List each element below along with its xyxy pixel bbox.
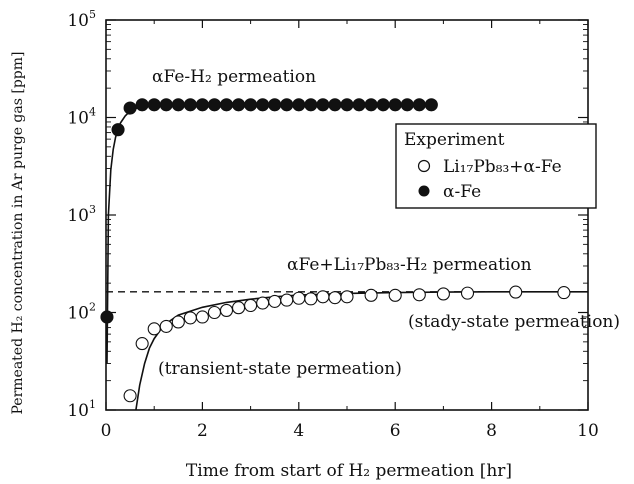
y-axis-label: Permeated H₂ concentration in Ar purge g… — [10, 52, 26, 415]
data-point-fe — [100, 310, 114, 324]
data-point-fe — [316, 98, 330, 112]
data-point-fe — [219, 98, 234, 112]
data-point-fe — [111, 123, 125, 137]
data-point-fe — [183, 98, 197, 112]
annotation-steady-state: (stady-state permeation) — [408, 312, 620, 332]
data-point-fe — [364, 98, 378, 112]
data-point-lipb-fe — [123, 389, 137, 403]
data-point-lipb-fe — [195, 310, 209, 324]
data-point-lipb-fe — [135, 337, 149, 351]
legend-title: Experiment — [404, 130, 505, 150]
data-point-lipb-fe — [316, 290, 330, 304]
legend-marker-open — [417, 159, 431, 173]
legend: Experiment Li₁₇Pb₈₃+α-Fe α-Fe — [395, 123, 597, 209]
data-point-lipb-fe — [460, 286, 475, 300]
x-tick-label: 0 — [101, 421, 112, 441]
annotation-lipb-permeation: αFe+Li₁₇Pb₈₃-H₂ permeation — [287, 255, 532, 275]
data-point-lipb-fe — [244, 298, 258, 313]
data-point-lipb-fe — [207, 305, 221, 320]
legend-label-lipb-fe: Li₁₇Pb₈₃+α-Fe — [443, 157, 562, 177]
data-point-lipb-fe — [328, 291, 342, 305]
data-point-fe — [123, 101, 137, 115]
data-point-fe — [207, 98, 221, 112]
data-points — [100, 98, 571, 403]
data-point-fe — [244, 98, 258, 112]
data-point-lipb-fe — [159, 319, 173, 333]
legend-marker-filled — [418, 185, 430, 197]
data-point-lipb-fe — [256, 296, 270, 310]
y-tick-label: 103 — [67, 203, 96, 226]
data-point-lipb-fe — [304, 292, 318, 306]
data-point-fe — [304, 98, 318, 112]
data-point-lipb-fe — [364, 288, 378, 302]
x-tick-label: 4 — [293, 421, 304, 441]
data-point-lipb-fe — [147, 322, 161, 336]
data-point-fe — [171, 98, 185, 112]
data-point-lipb-fe — [436, 287, 450, 301]
x-tick-label: 10 — [577, 421, 599, 441]
annotation-transient-state: (transient-state permeation) — [158, 359, 402, 379]
data-point-lipb-fe — [268, 294, 282, 308]
data-point-lipb-fe — [292, 291, 306, 305]
data-point-lipb-fe — [219, 303, 234, 317]
data-point-fe — [159, 98, 173, 112]
data-point-lipb-fe — [509, 285, 523, 299]
data-point-lipb-fe — [412, 288, 426, 302]
y-tick-label: 101 — [67, 398, 96, 421]
data-point-fe — [256, 98, 270, 112]
data-point-fe — [195, 98, 209, 112]
data-point-fe — [135, 98, 149, 112]
y-tick-label: 105 — [67, 8, 96, 31]
data-point-fe — [268, 98, 282, 112]
annotation-fe-permeation: αFe-H₂ permeation — [152, 67, 316, 87]
data-point-lipb-fe — [280, 293, 294, 307]
legend-label-fe: α-Fe — [443, 182, 481, 202]
data-point-fe — [280, 98, 294, 112]
data-point-lipb-fe — [388, 288, 402, 302]
data-point-lipb-fe — [232, 301, 246, 315]
y-tick-label: 104 — [67, 106, 96, 129]
data-point-lipb-fe — [171, 315, 185, 329]
x-tick-label: 8 — [486, 421, 497, 441]
data-point-fe — [292, 98, 306, 112]
x-axis-label: Time from start of H₂ permeation [hr] — [186, 461, 512, 481]
data-point-fe — [352, 98, 366, 112]
x-tick-label: 2 — [197, 421, 208, 441]
data-point-fe — [232, 98, 246, 112]
y-tick-label: 102 — [67, 301, 96, 324]
data-point-fe — [388, 98, 402, 112]
data-point-fe — [412, 98, 426, 112]
data-point-lipb-fe — [183, 311, 197, 325]
data-point-lipb-fe — [340, 290, 354, 304]
x-tick-label: 6 — [390, 421, 401, 441]
data-point-fe — [376, 98, 390, 112]
data-point-lipb-fe — [557, 286, 571, 300]
data-point-fe — [424, 98, 438, 112]
data-point-fe — [328, 98, 342, 112]
data-point-fe — [147, 98, 161, 112]
lipb-fit-curve — [135, 291, 588, 411]
data-point-fe — [400, 98, 414, 112]
data-point-fe — [340, 98, 354, 112]
axis-ticks: 0 2 4 6 8 10 101 102 103 104 105 — [67, 8, 598, 441]
